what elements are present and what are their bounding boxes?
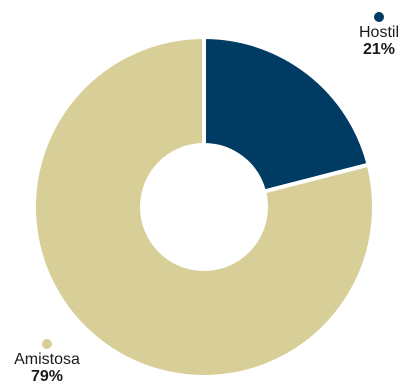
hostil-percentage: 21%	[362, 40, 396, 58]
slice-label-amistosa: Amistosa 79%	[4, 339, 90, 386]
hostil-legend-dot	[374, 12, 384, 22]
hostil-label: Hostil	[358, 24, 399, 41]
slice-hostil	[202, 34, 372, 195]
slice-amistosa	[32, 34, 376, 379]
amistosa-legend-dot	[42, 339, 52, 349]
slice-label-hostil: Hostil 21%	[356, 12, 402, 59]
amistosa-label: Amistosa	[14, 351, 80, 368]
amistosa-percentage: 79%	[30, 367, 64, 385]
